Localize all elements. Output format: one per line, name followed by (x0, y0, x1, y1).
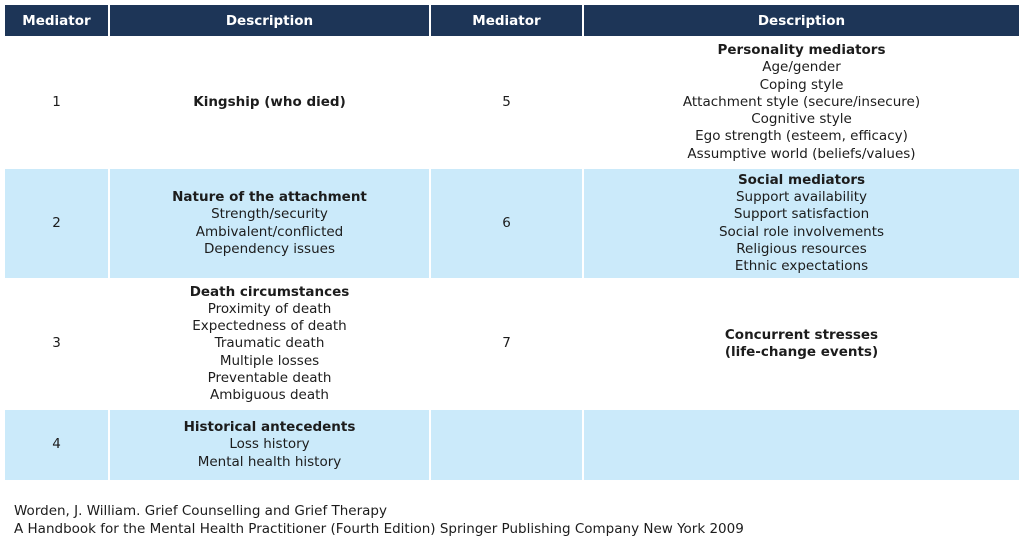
mediator-item: Expectedness of death (192, 318, 347, 335)
header-description-left: Description (109, 5, 431, 37)
mediator-number-text: 4 (52, 436, 61, 453)
table-row: 1 Kingship (who died) 5 Personality medi… (5, 36, 1019, 168)
mediator-title: Social mediators (737, 171, 866, 188)
mediator-item: Age/gender (762, 59, 841, 76)
mediator-number-text: 2 (52, 214, 61, 231)
mediator-item: Support satisfaction (733, 206, 870, 223)
mediator-item: Ambiguous death (210, 387, 329, 403)
mediators-table: Mediator Description Mediator Descriptio… (5, 5, 1019, 480)
mediator-description: Personality mediators Age/gender Coping … (583, 36, 1019, 168)
mediator-title: Nature of the attachment (172, 189, 367, 206)
mediator-item: Religious resources (736, 240, 867, 257)
mediator-description: Death circumstances Proximity of death E… (109, 278, 431, 409)
mediator-item: Cognitive style (751, 111, 852, 128)
mediator-number: 3 (5, 278, 110, 409)
mediator-item: Support availability (735, 189, 868, 206)
mediator-item: Assumptive world (beliefs/values) (687, 145, 916, 162)
mediator-title: Death circumstances (189, 283, 350, 300)
mediator-item: Ego strength (esteem, efficacy) (695, 128, 908, 145)
table-row: 3 Death circumstances Proximity of death… (5, 278, 1019, 409)
citation: Worden, J. William. Grief Counselling an… (14, 503, 744, 538)
mediator-description: Nature of the attachment Strength/securi… (109, 167, 431, 279)
header-description-right: Description (583, 5, 1019, 37)
mediator-number-text: 1 (52, 93, 61, 110)
mediator-item: Ethnic expectations (734, 257, 869, 274)
mediator-title: Kingship (who died) (193, 93, 346, 110)
mediator-item: Attachment style (secure/insecure) (682, 93, 921, 110)
mediator-number-empty (430, 408, 584, 480)
mediator-description: Historical antecedents Loss history Ment… (109, 408, 431, 480)
mediator-number: 4 (5, 408, 110, 480)
mediator-number: 7 (430, 278, 584, 409)
mediator-number-text: 5 (502, 93, 511, 110)
mediator-item: Mental health history (197, 453, 342, 470)
citation-line-1: Worden, J. William. Grief Counselling an… (14, 503, 387, 519)
mediator-number: 1 (5, 36, 110, 168)
mediator-item: Preventable death (207, 369, 332, 386)
citation-line-2: A Handbook for the Mental Health Practit… (14, 520, 744, 537)
table-header-row: Mediator Description Mediator Descriptio… (5, 5, 1019, 37)
mediator-item: Dependency issues (204, 240, 335, 257)
mediator-item: Traumatic death (214, 335, 325, 352)
mediator-description: Concurrent stresses (life-change events) (583, 278, 1019, 409)
mediator-number-text: 6 (502, 214, 511, 231)
mediator-number-text: 3 (52, 335, 61, 352)
mediator-number: 2 (5, 167, 110, 279)
mediator-title-line: Concurrent stresses (724, 326, 879, 343)
mediator-item: Coping style (759, 76, 844, 93)
mediator-title-line: (life-change events) (724, 344, 879, 360)
mediator-item: Social role involvements (718, 223, 885, 240)
mediator-title: Historical antecedents (183, 419, 356, 436)
header-mediator-right: Mediator (430, 5, 584, 37)
mediator-item: Loss history (229, 436, 310, 453)
mediator-item: Multiple losses (219, 352, 320, 369)
table-row: 2 Nature of the attachment Strength/secu… (5, 167, 1019, 279)
mediator-item: Ambivalent/conflicted (195, 223, 344, 240)
table-row: 4 Historical antecedents Loss history Me… (5, 408, 1019, 480)
mediator-item: Proximity of death (207, 300, 332, 317)
header-mediator-left: Mediator (5, 5, 110, 37)
mediator-number: 5 (430, 36, 584, 168)
mediator-description: Social mediators Support availability Su… (583, 167, 1019, 279)
mediator-title: Personality mediators (717, 42, 886, 59)
mediator-number: 6 (430, 167, 584, 279)
mediator-number-text: 7 (502, 335, 511, 352)
mediator-description: Kingship (who died) (109, 36, 431, 168)
mediator-item: Strength/security (211, 206, 328, 223)
mediator-description-empty (583, 408, 1019, 480)
